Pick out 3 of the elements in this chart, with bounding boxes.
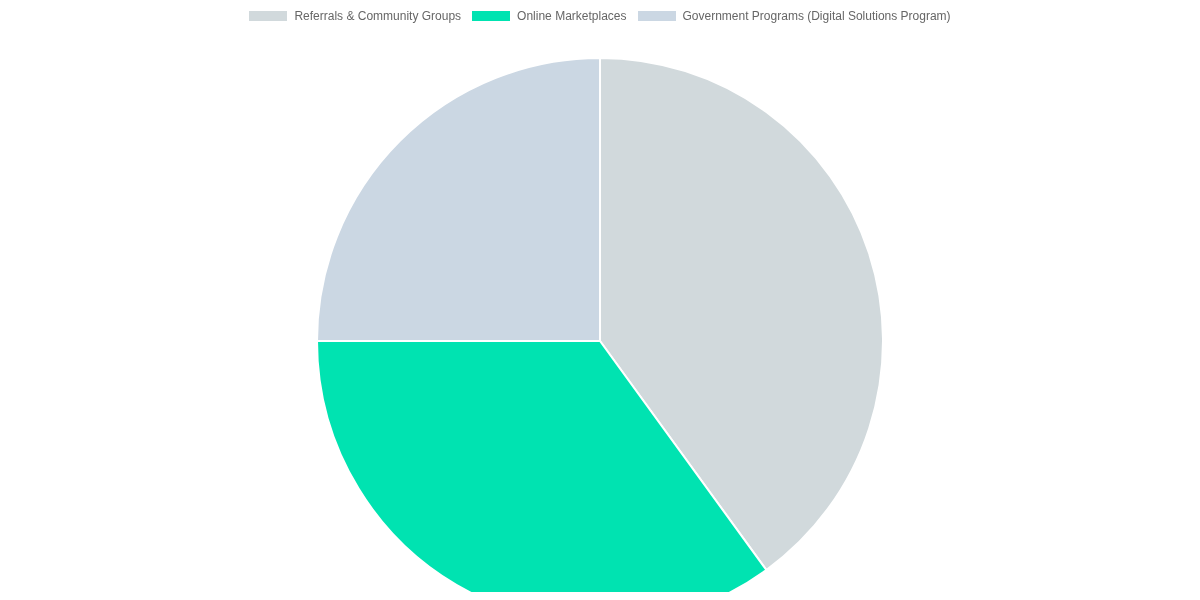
legend-label: Government Programs (Digital Solutions Program) [682,9,951,23]
legend-label: Online Marketplaces [517,9,627,23]
legend-label: Referrals & Community Groups [294,9,462,23]
